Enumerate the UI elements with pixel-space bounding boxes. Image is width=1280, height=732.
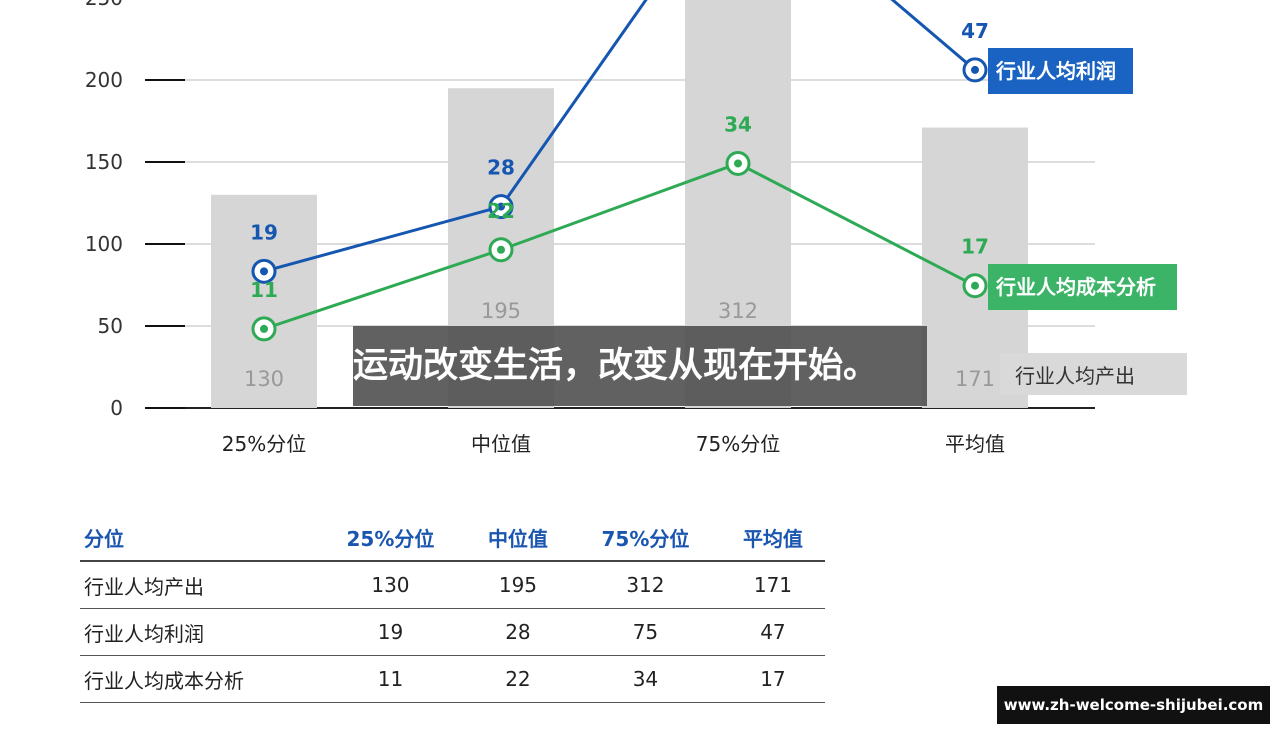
table-row: 行业人均利润 19 28 75 47 [80,608,825,656]
point-value-label: 47 [961,19,989,43]
legend-tag [988,48,1133,94]
cell: 19 [315,608,466,656]
data-point-dot [497,245,505,254]
table-row: 行业人均产出 130 195 312 171 [80,561,825,609]
data-point-dot [497,202,505,211]
series-line [263,161,976,331]
point-value-label: 22 [487,199,515,223]
table-row: 行业人均成本分析 11 22 34 17 [80,655,825,703]
cell: 11 [315,655,466,703]
data-point-dot [260,324,268,333]
header-cell: 75%分位 [569,514,721,562]
cell: 行业人均产出 [80,561,315,609]
header-cell: 平均值 [720,514,825,562]
y-tick-label: 150 [85,150,123,174]
bar-value-label: 195 [481,299,521,323]
cell: 195 [465,561,570,609]
header-cell: 中位值 [465,514,570,562]
bar-value-label: 130 [244,367,284,391]
cell: 312 [569,561,721,609]
cell: 行业人均利润 [80,608,315,656]
cell: 171 [720,561,825,609]
cell: 17 [720,655,825,703]
data-table: 分位 25%分位 中位值 75%分位 平均值 行业人均产出 130 195 312 17… [80,514,825,703]
x-tick-label: 25%分位 [222,432,306,456]
bar-value-label: 171 [955,367,995,391]
point-value-label: 11 [250,278,278,302]
cell: 34 [569,655,721,703]
cell: 行业人均成本分析 [80,655,315,703]
bar [211,194,317,408]
legend-tag [1000,353,1187,395]
y-tick-label: 0 [110,396,123,420]
cell: 47 [720,608,825,656]
legend-label: 行业人均产出 [1015,364,1135,388]
point-value-label: 28 [487,156,515,180]
x-tick-label: 平均值 [945,432,1005,456]
caption-banner: 运动改变生活，改变从现在开始。 [353,326,927,406]
data-point-dot [971,65,979,74]
data-point-dot [734,159,742,168]
legend-label: 行业人均利润 [995,59,1116,83]
y-tick-label: 200 [85,68,123,92]
data-point-dot [971,281,979,290]
cell: 22 [465,655,570,703]
point-value-label: 19 [250,220,278,244]
header-cell: 分位 [80,514,315,562]
series-line [263,0,976,273]
x-tick-label: 75%分位 [696,432,780,456]
table-header-row: 分位 25%分位 中位值 75%分位 平均值 [80,514,825,562]
data-point-dot [260,267,268,276]
legend-tag [988,264,1177,310]
point-value-label: 34 [724,112,752,136]
y-tick-label: 250 [85,0,123,10]
bar-value-label: 312 [718,299,758,323]
y-tick-label: 50 [98,314,123,338]
cell: 130 [315,561,466,609]
cell: 28 [465,608,570,656]
site-url-banner[interactable]: www.zh-welcome-shijubei.com [997,686,1270,724]
y-tick-label: 100 [85,232,123,256]
cell: 75 [569,608,721,656]
x-tick-label: 中位值 [471,432,531,456]
header-cell: 25%分位 [315,514,466,562]
point-value-label: 17 [961,235,989,259]
legend-label: 行业人均成本分析 [995,275,1156,299]
